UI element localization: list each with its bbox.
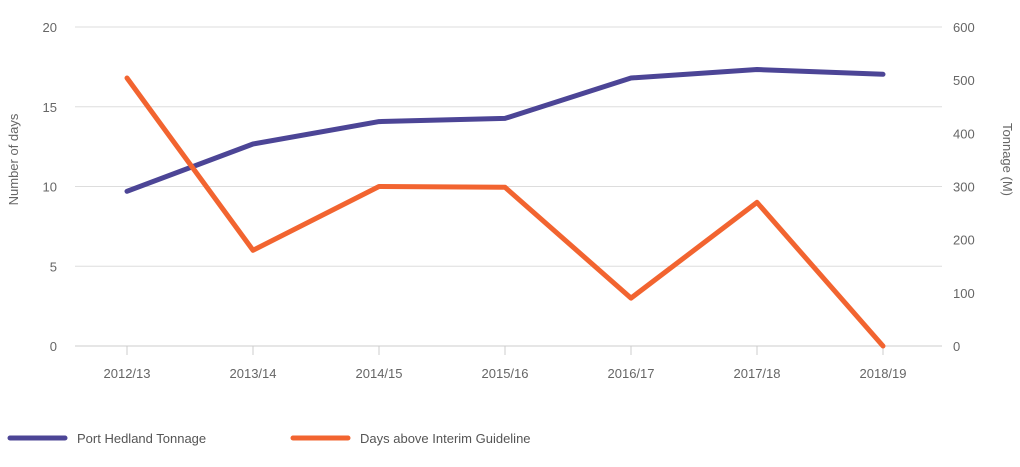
legend-label: Days above Interim Guideline <box>360 431 531 446</box>
x-tick-label: 2015/16 <box>482 366 529 381</box>
y-tick-label-right: 0 <box>953 339 960 354</box>
y-tick-label-right: 600 <box>953 20 975 35</box>
y-tick-label-right: 100 <box>953 286 975 301</box>
y-axis-title-left: Number of days <box>6 113 21 205</box>
y-axis-title-right: Tonnage (M) <box>1000 123 1015 196</box>
y-tick-label-left: 0 <box>50 339 57 354</box>
y-tick-label-right: 400 <box>953 126 975 141</box>
y-tick-label-right: 200 <box>953 233 975 248</box>
series-line-tonnage <box>127 70 883 192</box>
series-lines <box>127 70 883 347</box>
x-tick-label: 2013/14 <box>230 366 277 381</box>
y-tick-label-right: 500 <box>953 73 975 88</box>
legend-label: Port Hedland Tonnage <box>77 431 206 446</box>
y-tick-label-left: 15 <box>43 100 57 115</box>
x-tick-label: 2017/18 <box>734 366 781 381</box>
y-tick-label-left: 20 <box>43 20 57 35</box>
x-tick-label: 2012/13 <box>104 366 151 381</box>
y-tick-label-right: 300 <box>953 180 975 195</box>
x-tick-label: 2018/19 <box>860 366 907 381</box>
x-tick-label: 2016/17 <box>608 366 655 381</box>
x-tick-label: 2014/15 <box>356 366 403 381</box>
y-tick-label-left: 5 <box>50 259 57 274</box>
y-tick-label-left: 10 <box>43 180 57 195</box>
legend: Port Hedland Tonnage Days above Interim G… <box>10 431 531 446</box>
